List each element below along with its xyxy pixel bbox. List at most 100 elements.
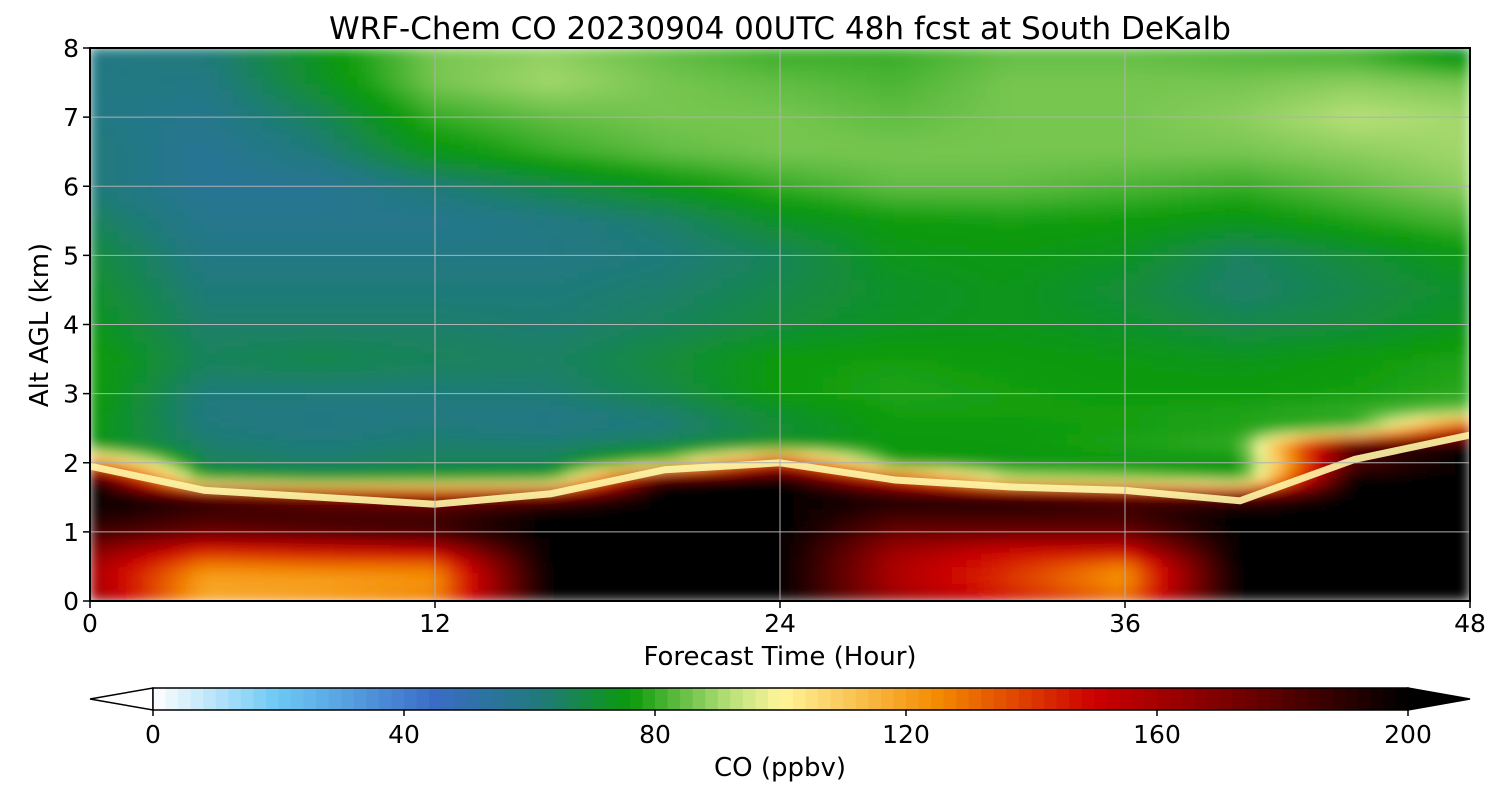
heatmap-cell <box>1383 496 1399 504</box>
heatmap-cell <box>1124 300 1140 308</box>
heatmap-cell <box>290 410 307 418</box>
heatmap-cell <box>1095 335 1112 343</box>
heatmap-cell <box>736 306 752 314</box>
heatmap-cell <box>1239 318 1255 325</box>
heatmap-cell <box>923 560 939 567</box>
heatmap-cell <box>132 491 149 498</box>
heatmap-cell <box>1210 439 1227 446</box>
heatmap-cell <box>1067 588 1083 596</box>
heatmap-cell <box>477 519 494 527</box>
heatmap-cell <box>707 468 724 475</box>
heatmap-cell <box>204 462 220 470</box>
heatmap-cell <box>175 525 192 533</box>
heatmap-cell <box>190 508 206 516</box>
heatmap-cell <box>750 542 767 550</box>
heatmap-cell <box>851 347 867 354</box>
heatmap-cell <box>1196 364 1212 372</box>
heatmap-cell <box>1311 433 1327 441</box>
heatmap-cell <box>1311 324 1327 331</box>
heatmap-cell <box>1182 502 1198 510</box>
heatmap-cell <box>405 358 422 366</box>
heatmap-cell <box>535 473 551 481</box>
heatmap-cell <box>290 416 307 423</box>
heatmap-cell <box>434 324 450 331</box>
heatmap-cell <box>262 410 278 418</box>
heatmap-cell <box>1167 468 1184 475</box>
heatmap-cell <box>722 554 738 562</box>
heatmap-cell <box>765 398 781 406</box>
heatmap-cell <box>1426 525 1442 533</box>
heatmap-cell <box>1052 468 1069 475</box>
heatmap-cell <box>175 548 192 556</box>
heatmap-cell <box>1138 421 1155 429</box>
heatmap-cell <box>722 594 738 601</box>
heatmap-cell <box>664 341 680 349</box>
heatmap-cell <box>779 329 795 337</box>
heatmap-cell <box>290 514 307 521</box>
heatmap-cell <box>147 364 163 372</box>
heatmap-cell <box>779 375 795 383</box>
heatmap-cell <box>218 335 235 343</box>
heatmap-cell <box>1009 306 1025 314</box>
heatmap-cell <box>650 329 666 337</box>
heatmap-cell <box>477 404 494 412</box>
heatmap-cell <box>520 531 537 539</box>
heatmap-cell <box>1182 341 1198 349</box>
heatmap-cell <box>621 370 637 377</box>
heatmap-cell <box>693 300 709 308</box>
heatmap-cell <box>750 335 767 343</box>
heatmap-cell <box>937 473 954 481</box>
heatmap-cell <box>506 583 522 590</box>
heatmap-cell <box>132 439 149 446</box>
heatmap-cell <box>1225 404 1241 412</box>
heatmap-cell <box>262 496 278 504</box>
heatmap-cell <box>218 588 235 596</box>
heatmap-cell <box>851 456 867 464</box>
heatmap-cell <box>607 375 623 383</box>
heatmap-cell <box>1311 456 1327 464</box>
heatmap-cell <box>765 416 781 423</box>
heatmap-cell <box>1167 404 1184 412</box>
heatmap-cell <box>851 421 867 429</box>
heatmap-cell <box>1167 318 1184 325</box>
heatmap-cell <box>563 462 580 470</box>
heatmap-cell <box>1038 347 1054 354</box>
heatmap-cell <box>1052 502 1069 510</box>
heatmap-cell <box>1110 525 1126 533</box>
heatmap-cell <box>90 370 105 377</box>
heatmap-cell <box>1354 375 1370 383</box>
heatmap-cell <box>635 548 652 556</box>
heatmap-cell <box>1210 577 1227 585</box>
heatmap-cell <box>908 352 925 360</box>
heatmap-cell <box>377 341 393 349</box>
heatmap-cell <box>391 514 407 521</box>
heatmap-cell <box>1239 341 1255 349</box>
heatmap-cell <box>1282 398 1299 406</box>
heatmap-cell <box>405 364 422 372</box>
heatmap-cell <box>118 588 134 596</box>
heatmap-cell <box>621 565 637 573</box>
heatmap-cell <box>118 306 134 314</box>
heatmap-cell <box>247 468 264 475</box>
heatmap-cell <box>1383 439 1399 446</box>
heatmap-cell <box>448 479 465 487</box>
heatmap-cell <box>1009 594 1025 601</box>
heatmap-cell <box>1110 588 1126 596</box>
heatmap-cell <box>1095 410 1112 418</box>
heatmap-cell <box>779 571 795 579</box>
heatmap-cell <box>175 473 192 481</box>
heatmap-cell <box>966 537 982 544</box>
heatmap-cell <box>1368 370 1385 377</box>
heatmap-cell <box>693 468 709 475</box>
heatmap-cell <box>348 341 364 349</box>
heatmap-cell <box>1023 387 1040 395</box>
heatmap-cell <box>1412 324 1428 331</box>
heatmap-cell <box>865 554 882 562</box>
heatmap-cell <box>1009 565 1025 573</box>
heatmap-cell <box>1253 335 1270 343</box>
heatmap-cell <box>1311 542 1327 550</box>
heatmap-cell <box>837 427 853 435</box>
heatmap-cell <box>233 594 249 601</box>
heatmap-cell <box>506 588 522 596</box>
heatmap-cell <box>333 560 350 567</box>
